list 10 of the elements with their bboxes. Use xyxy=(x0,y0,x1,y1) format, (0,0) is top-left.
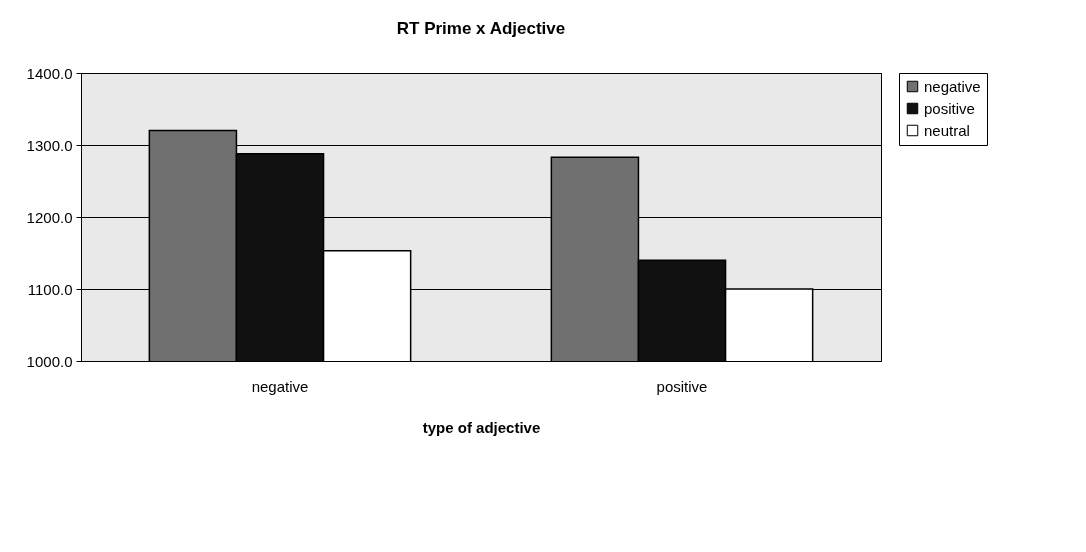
y-tick-label: 1000.0 xyxy=(26,352,73,370)
legend-label: neutral xyxy=(924,121,970,139)
legend-label: positive xyxy=(924,99,975,117)
y-tick-label: 1300.0 xyxy=(26,136,73,154)
y-tick-label: 1200.0 xyxy=(26,208,73,226)
legend-label: negative xyxy=(924,77,981,95)
y-tick-label: 1400.0 xyxy=(26,64,73,82)
x-axis-title: type of adjective xyxy=(422,418,541,436)
y-tick-label: 1100.0 xyxy=(27,280,73,298)
chart-title: RT Prime x Adjective xyxy=(396,19,566,38)
